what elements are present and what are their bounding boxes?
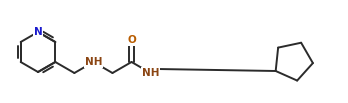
- Text: NH: NH: [85, 57, 102, 67]
- Text: O: O: [127, 35, 136, 45]
- Text: N: N: [34, 26, 42, 36]
- Text: NH: NH: [142, 68, 159, 78]
